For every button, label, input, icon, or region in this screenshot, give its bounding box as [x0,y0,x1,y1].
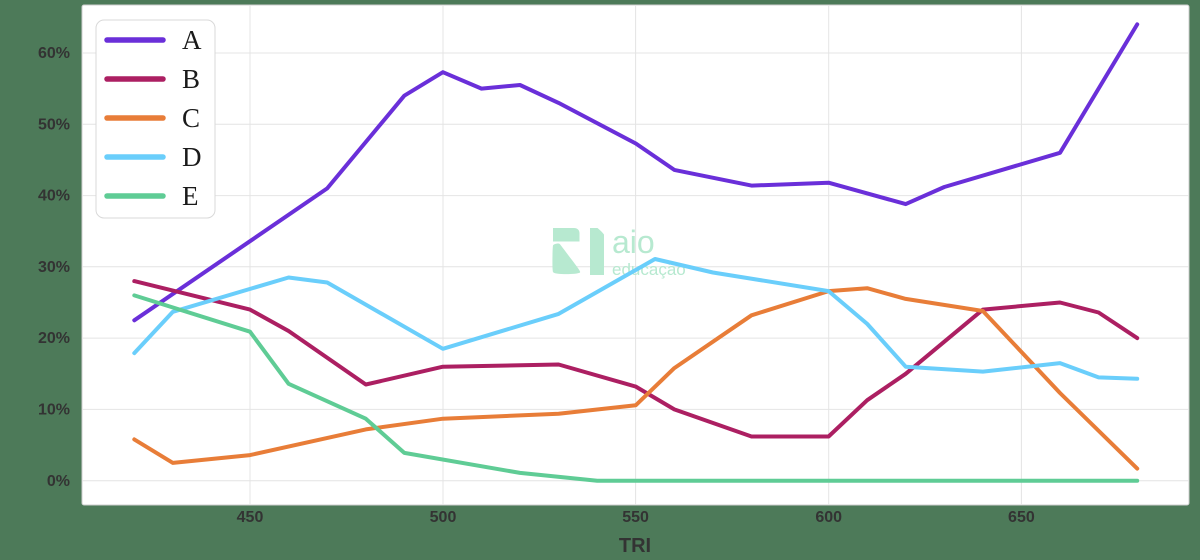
svg-text:30%: 30% [38,259,70,276]
svg-text:500: 500 [430,509,457,526]
svg-text:C: C [182,103,200,133]
svg-text:550: 550 [622,509,649,526]
svg-text:40%: 40% [38,188,70,205]
svg-text:650: 650 [1008,509,1035,526]
svg-text:B: B [182,64,200,94]
svg-text:0%: 0% [47,473,70,490]
svg-text:A: A [182,25,202,55]
svg-text:450: 450 [237,509,264,526]
svg-text:aio: aio [612,224,655,260]
svg-text:D: D [182,142,202,172]
svg-text:E: E [182,181,199,211]
svg-text:50%: 50% [38,116,70,133]
svg-text:10%: 10% [38,402,70,419]
svg-text:600: 600 [815,509,842,526]
svg-text:20%: 20% [38,330,70,347]
svg-text:TRI: TRI [619,535,651,557]
svg-text:60%: 60% [38,45,70,62]
